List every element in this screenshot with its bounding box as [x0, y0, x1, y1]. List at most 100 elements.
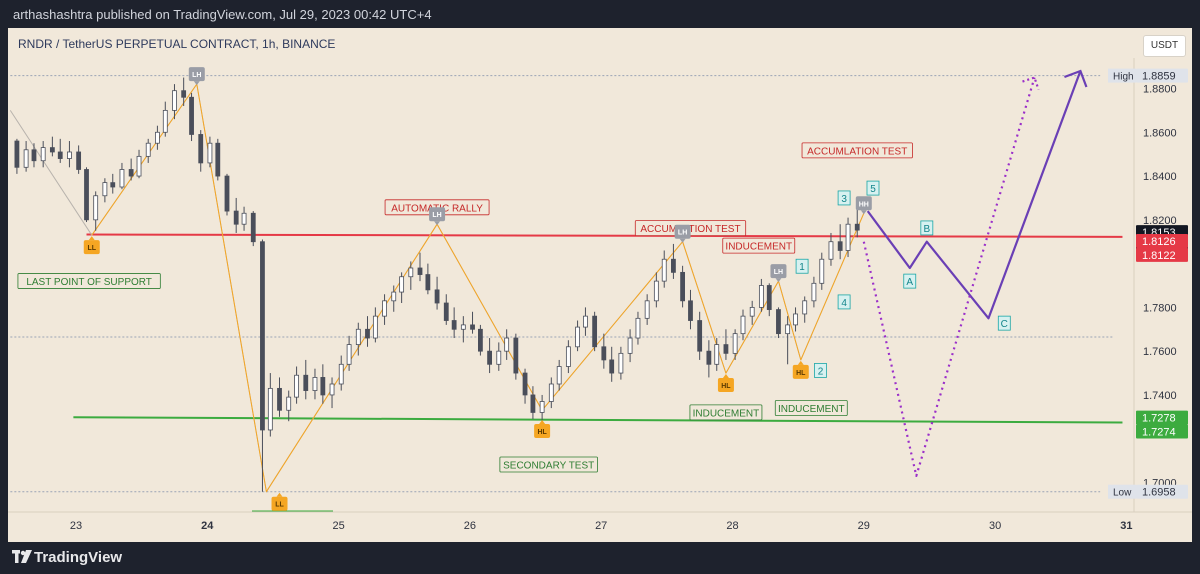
candle[interactable]	[155, 131, 160, 144]
candle[interactable]	[172, 90, 177, 111]
price-badge[interactable]	[1136, 410, 1188, 425]
candle[interactable]	[749, 306, 755, 317]
swing-tag-box[interactable]	[429, 207, 446, 222]
candle[interactable]	[785, 324, 791, 335]
candle[interactable]	[496, 350, 502, 365]
swing-tag-box[interactable]	[188, 67, 205, 82]
candle[interactable]	[119, 169, 125, 188]
annotation-box[interactable]	[722, 237, 796, 254]
swing-tag-label[interactable]: LL	[87, 245, 96, 252]
candle[interactable]	[346, 344, 352, 365]
candle[interactable]	[241, 212, 247, 225]
swing-tag-box[interactable]	[855, 196, 872, 211]
tradingview-brand[interactable]: TradingView	[34, 549, 123, 566]
candle[interactable]	[618, 352, 624, 374]
annotation-box[interactable]	[499, 456, 598, 473]
candle[interactable]	[635, 317, 641, 339]
wave-label-text[interactable]: 5	[870, 184, 876, 195]
candle[interactable]	[67, 151, 72, 159]
candle[interactable]	[14, 140, 20, 168]
candle[interactable]	[504, 337, 510, 352]
swing-tag-label[interactable]: LH	[774, 269, 783, 276]
candle[interactable]	[417, 267, 423, 275]
annotation-label[interactable]: INDUCEMENT	[725, 242, 792, 253]
candle[interactable]	[565, 346, 571, 367]
candle[interactable]	[714, 344, 720, 365]
chart-area[interactable]	[8, 28, 1192, 542]
candle[interactable]	[198, 134, 204, 164]
candle[interactable]	[766, 285, 772, 310]
candle[interactable]	[854, 223, 860, 231]
candle[interactable]	[732, 333, 738, 354]
swing-tag-box[interactable]	[770, 264, 787, 279]
candle[interactable]	[76, 151, 82, 170]
candle[interactable]	[110, 182, 116, 188]
candle[interactable]	[592, 315, 598, 348]
candle[interactable]	[382, 300, 387, 317]
swing-tag-box[interactable]	[674, 224, 691, 239]
swing-tag-label[interactable]: HL	[796, 370, 806, 377]
price-badge[interactable]	[1136, 484, 1188, 499]
wave-label-box[interactable]	[814, 363, 827, 378]
candle[interactable]	[644, 300, 650, 319]
candle[interactable]	[793, 313, 798, 326]
candle[interactable]	[329, 383, 335, 396]
candle[interactable]	[470, 324, 475, 330]
candle[interactable]	[162, 109, 168, 133]
candle[interactable]	[583, 315, 588, 328]
candle[interactable]	[556, 366, 562, 385]
wave-label-box[interactable]	[997, 315, 1011, 331]
candle[interactable]	[102, 182, 108, 197]
candle[interactable]	[443, 302, 449, 321]
candle[interactable]	[207, 142, 213, 164]
swing-tag-label[interactable]: LL	[275, 502, 284, 509]
candle[interactable]	[365, 328, 370, 339]
candle[interactable]	[522, 372, 528, 396]
swing-tag-box[interactable]	[717, 378, 734, 393]
candle[interactable]	[758, 285, 764, 308]
candle[interactable]	[530, 394, 536, 413]
candle[interactable]	[828, 241, 834, 260]
swing-tag-box[interactable]	[534, 424, 551, 439]
candle[interactable]	[312, 377, 318, 391]
wave-label-text[interactable]: C	[1001, 319, 1008, 330]
candle[interactable]	[513, 337, 519, 374]
swing-tag-label[interactable]: LH	[678, 230, 687, 237]
candle[interactable]	[372, 315, 378, 339]
candle[interactable]	[837, 241, 843, 251]
wave-label-box[interactable]	[837, 294, 851, 310]
price-axis-panel[interactable]	[1134, 58, 1192, 512]
candle[interactable]	[811, 282, 817, 302]
wave-label-text[interactable]: 3	[841, 194, 847, 205]
candle[interactable]	[399, 276, 405, 293]
candle[interactable]	[460, 324, 466, 330]
swing-tag-label[interactable]: HH	[859, 201, 869, 208]
annotation-label[interactable]: ACCUMLATION TEST	[807, 146, 907, 157]
wave-label-text[interactable]: B	[923, 224, 930, 235]
candle[interactable]	[671, 258, 676, 273]
candle[interactable]	[688, 300, 693, 321]
candle[interactable]	[23, 149, 29, 168]
candle[interactable]	[680, 271, 686, 302]
wave-label-box[interactable]	[837, 190, 851, 206]
candle[interactable]	[408, 267, 414, 278]
candle[interactable]	[697, 320, 703, 352]
wave-label-box[interactable]	[795, 258, 809, 274]
candle[interactable]	[267, 387, 273, 431]
candle[interactable]	[391, 291, 397, 302]
swing-tag-box[interactable]	[83, 240, 100, 255]
swing-tag-label[interactable]: LH	[192, 72, 201, 79]
candle[interactable]	[355, 328, 361, 345]
wave-label-box[interactable]	[920, 220, 934, 236]
price-badge[interactable]	[1136, 424, 1188, 439]
candle[interactable]	[723, 344, 729, 354]
wave-label-text[interactable]: 1	[799, 262, 805, 273]
candle[interactable]	[478, 328, 483, 352]
candle[interactable]	[277, 387, 282, 411]
candle[interactable]	[653, 280, 659, 302]
candle[interactable]	[539, 401, 545, 413]
candle[interactable]	[819, 258, 825, 284]
candle[interactable]	[49, 147, 55, 153]
tradingview-logo-icon[interactable]	[12, 550, 32, 564]
